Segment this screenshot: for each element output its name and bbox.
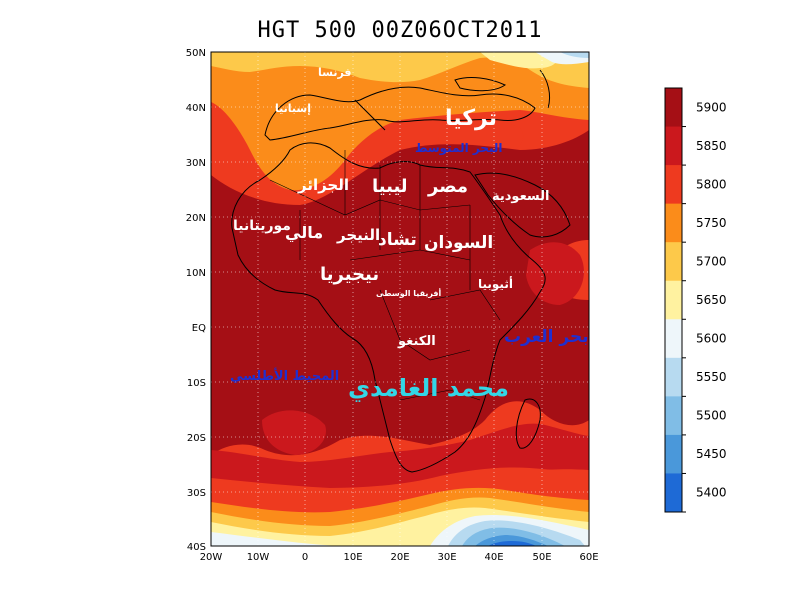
colorbar-label: 5500 [696, 409, 727, 423]
colorbar-label: 5900 [696, 100, 727, 114]
country-borders [269, 150, 501, 401]
colorbar-swatch [665, 242, 682, 282]
label-mauritania: موريتانيا [233, 218, 291, 234]
contour-5850-island-east [526, 242, 584, 305]
colorbar-frame [664, 87, 683, 513]
label-egypt: مصر [427, 176, 468, 197]
lon-tick-label: 10E [343, 552, 362, 563]
contour-5700-north [211, 52, 589, 88]
colorbar-label: 5400 [696, 486, 727, 500]
colorbar-swatch [665, 473, 682, 513]
lat-tick-label: EQ [192, 323, 206, 334]
colorbar-swatch [665, 203, 682, 243]
longitude-axis: 20W 10W 0 10E 20E 30E 40E 50E 60E [200, 552, 599, 563]
latitude-axis: 50N 40N 30N 20N 10N EQ 10S 20S 30S 40S [186, 48, 206, 553]
contour-5550-north [560, 52, 589, 58]
colorbar-swatch [665, 165, 682, 205]
label-saudi: السعودية [492, 189, 550, 204]
contour-5450-south [475, 535, 548, 546]
colorbar-swatch [665, 126, 682, 166]
height-field: فرنسا إسبانيا تركيا البحر المتوسط الجزائ… [211, 52, 589, 546]
colorbar-swatch [665, 396, 682, 436]
label-spain: إسبانيا [275, 102, 311, 115]
colorbar-swatch [665, 88, 682, 128]
lat-tick-label: 20N [186, 213, 206, 224]
lat-tick-label: 30S [187, 488, 206, 499]
lat-tick-label: 40N [186, 103, 206, 114]
colorbar-swatch [665, 434, 682, 474]
coastlines [231, 69, 571, 473]
colorbar-label: 5800 [696, 177, 727, 191]
label-atlantic: المحيط الأطلسي [230, 367, 339, 384]
label-mediterranean: البحر المتوسط [415, 141, 503, 156]
colorbar-swatch [665, 280, 682, 320]
label-ethiopia: أثيوبيا [478, 276, 513, 292]
lon-tick-label: 0 [302, 552, 308, 563]
author-label: محمد الغامدي [348, 374, 509, 402]
label-arabian-sea: بحر العرب [504, 327, 589, 347]
contour-5850-island-southwest [262, 410, 326, 455]
contour-5750-north [211, 52, 589, 191]
lat-tick-label: 40S [187, 542, 206, 553]
lon-tick-label: 60E [579, 552, 598, 563]
label-france: فرنسا [318, 66, 352, 79]
colorbar-label: 5650 [696, 293, 727, 307]
lon-tick-label: 50E [532, 552, 551, 563]
label-mali: مالي [285, 223, 323, 243]
lon-tick-label: 20W [200, 552, 223, 563]
lat-tick-label: 20S [187, 433, 206, 444]
colorbar-swatch [665, 319, 682, 359]
contour-5850-band-south [211, 423, 589, 500]
lon-tick-label: 10W [247, 552, 270, 563]
colorbar: 5900 5850 5800 5750 5700 5650 5600 5550 5500 5450… [664, 87, 727, 513]
map-title: HGT 500 00Z06OCT2011 [257, 18, 543, 43]
label-niger: النيجر [336, 226, 380, 244]
label-chad: تشاد [378, 230, 417, 250]
label-libya: ليبيا [372, 176, 408, 197]
label-algeria: الجزائر [297, 176, 349, 194]
label-nigeria: نيجيريا [320, 264, 379, 285]
colorbar-swatch [665, 357, 682, 397]
colorbar-label: 5750 [696, 216, 727, 230]
colorbar-label: 5450 [696, 447, 727, 461]
lat-tick-label: 10S [187, 378, 206, 389]
colorbar-label: 5700 [696, 254, 727, 268]
contour-5650-north [480, 52, 560, 69]
map-frame [210, 51, 590, 547]
label-congo: الكنغو [397, 334, 436, 349]
colorbar-label: 5600 [696, 332, 727, 346]
lon-tick-label: 30E [437, 552, 456, 563]
label-turkey: تركيا [445, 106, 497, 131]
grid-lines [211, 52, 589, 546]
lon-tick-label: 40E [484, 552, 503, 563]
label-sudan: السودان [424, 233, 493, 253]
contour-5400-south [488, 541, 536, 546]
lat-tick-label: 10N [186, 268, 206, 279]
label-car: أفريقيا الوسطى [376, 288, 442, 298]
colorbar-label: 5550 [696, 370, 727, 384]
colorbar-label: 5850 [696, 139, 727, 153]
lat-tick-label: 50N [186, 48, 206, 59]
lat-tick-label: 30N [186, 158, 206, 169]
lon-tick-label: 20E [390, 552, 409, 563]
